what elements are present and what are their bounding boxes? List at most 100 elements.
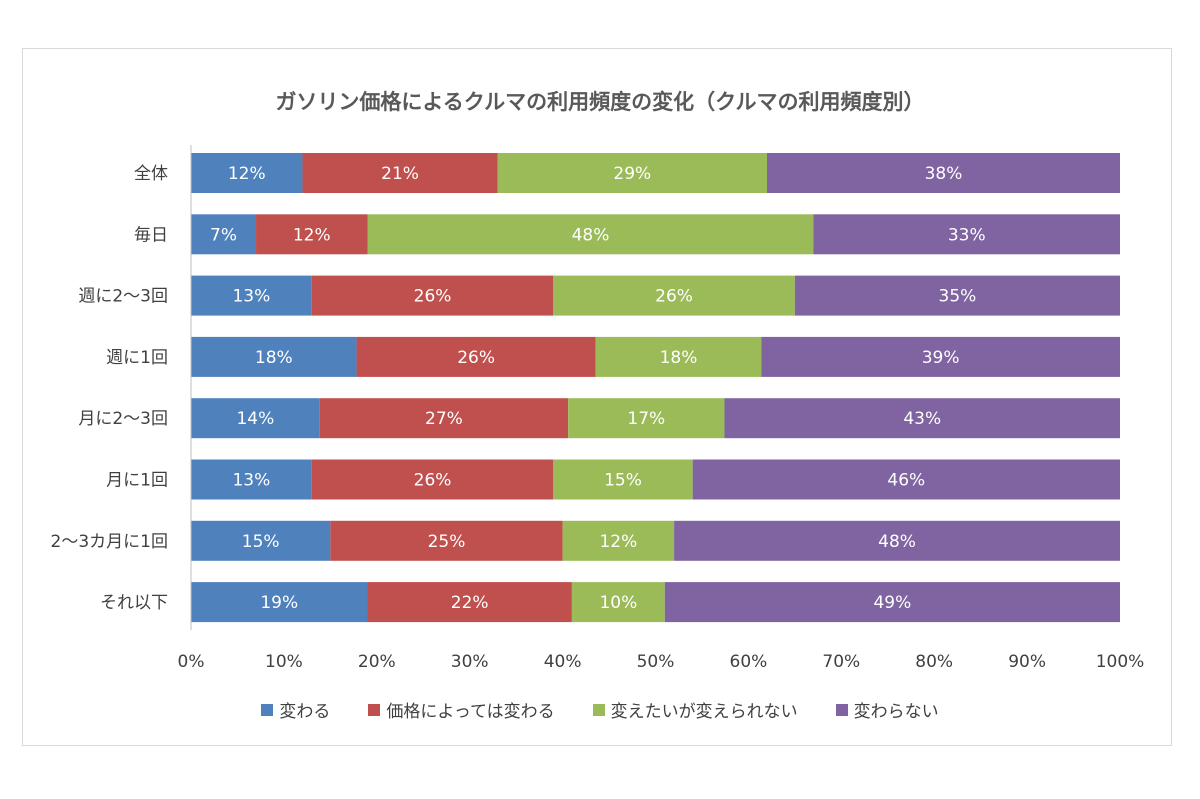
- bar-segment: [724, 398, 1120, 439]
- data-label: 39%: [922, 348, 960, 368]
- legend-swatch: [368, 703, 381, 716]
- data-label: 15%: [604, 471, 642, 491]
- data-label: 38%: [925, 164, 963, 184]
- bar-segment: [692, 459, 1120, 500]
- bar-segment: [674, 520, 1120, 561]
- legend-item: 変えたいが変えられない: [592, 697, 798, 722]
- category-label: 週に1回: [106, 348, 168, 368]
- bars-group: 12% 21% 29% 38% 7% 12% 48% 33% 13% 26% 26% 35% 18% 26…: [191, 153, 1120, 623]
- data-label: 26%: [655, 287, 693, 307]
- data-label: 27%: [425, 409, 463, 429]
- legend-label: 変わらない: [853, 702, 939, 722]
- legend-item: 価格によっては変わる: [368, 697, 555, 722]
- bar-segment: [191, 459, 312, 500]
- legend-label: 変わる: [279, 702, 331, 722]
- legend-item: 変わらない: [835, 697, 939, 722]
- data-label: 10%: [599, 593, 637, 613]
- x-tick-label: 60%: [730, 652, 768, 672]
- bar-segment: [766, 153, 1120, 193]
- data-label: 15%: [242, 532, 280, 552]
- x-tick-label: 80%: [915, 652, 953, 672]
- data-label: 12%: [293, 225, 331, 245]
- bar-segment: [794, 275, 1120, 316]
- data-label: 29%: [613, 164, 651, 184]
- x-tick-label: 90%: [1008, 652, 1046, 672]
- data-label: 26%: [457, 348, 495, 368]
- x-tick-label: 10%: [265, 652, 303, 672]
- data-label: 12%: [228, 164, 266, 184]
- legend-label: 変えたいが変えられない: [610, 702, 798, 722]
- chart-title: ガソリン価格によるクルマの利用頻度の変化（クルマの利用頻度別）: [275, 90, 925, 114]
- x-tick-label: 20%: [358, 652, 396, 672]
- bar-segment: [311, 459, 554, 500]
- data-label: 46%: [887, 471, 925, 491]
- bar-segment: [367, 582, 572, 623]
- x-tick-label: 100%: [1096, 652, 1145, 672]
- data-label: 35%: [939, 287, 977, 307]
- data-label: 22%: [451, 593, 489, 613]
- data-label: 7%: [210, 225, 237, 245]
- bar-segment: [330, 520, 563, 561]
- category-label: 全体: [134, 164, 168, 184]
- bar-segment: [191, 214, 257, 255]
- data-label: 49%: [873, 593, 911, 613]
- data-label: 25%: [428, 532, 466, 552]
- legend: 変わる 価格によっては変わる 変えたいが変えられない 変わらない: [0, 697, 1200, 722]
- bar-segment: [191, 582, 368, 623]
- data-label: 26%: [414, 287, 452, 307]
- x-tick-label: 70%: [822, 652, 860, 672]
- bar-segment: [319, 398, 569, 439]
- bar-segment: [664, 582, 1120, 623]
- category-label: 毎日: [134, 225, 168, 245]
- bar-segment: [813, 214, 1120, 255]
- data-label: 17%: [627, 409, 665, 429]
- bar-segment: [191, 275, 312, 316]
- data-label: 19%: [260, 593, 298, 613]
- x-tick-label: 0%: [178, 652, 205, 672]
- bar-segment: [595, 336, 762, 377]
- bar-segment: [568, 398, 725, 439]
- data-label: 13%: [232, 287, 270, 307]
- bar-segment: [553, 275, 795, 316]
- category-label: 2～3カ月に1回: [51, 532, 168, 552]
- category-label: 月に1回: [106, 471, 168, 491]
- bar-segment: [256, 214, 368, 255]
- bar-segment: [367, 214, 814, 255]
- legend-item: 変わる: [261, 697, 330, 722]
- x-tick-label: 40%: [544, 652, 582, 672]
- data-label: 26%: [414, 471, 452, 491]
- bar-segment: [191, 153, 303, 193]
- bar-segment: [562, 520, 675, 561]
- bar-segment: [191, 520, 331, 561]
- x-tick-label: 50%: [637, 652, 675, 672]
- bar-segment: [761, 336, 1120, 377]
- bar-segment: [302, 153, 498, 193]
- category-label: 週に2～3回: [78, 287, 168, 307]
- bar-segment: [191, 336, 357, 377]
- data-label: 48%: [572, 225, 610, 245]
- data-label: 48%: [878, 532, 916, 552]
- legend-swatch: [261, 703, 274, 716]
- bar-segment: [571, 582, 665, 623]
- data-label: 21%: [381, 164, 419, 184]
- data-label: 14%: [236, 409, 274, 429]
- legend-swatch: [835, 703, 848, 716]
- data-label: 43%: [903, 409, 941, 429]
- data-label: 18%: [660, 348, 698, 368]
- bar-segment: [356, 336, 596, 377]
- category-label: 月に2～3回: [78, 409, 168, 429]
- data-label: 12%: [599, 532, 637, 552]
- legend-label: 価格によっては変わる: [386, 702, 555, 722]
- x-tick-label: 30%: [451, 652, 489, 672]
- x-axis-group: 0% 10% 20% 30% 40% 50% 60% 70% 80% 90% 100%: [178, 145, 1145, 672]
- category-label: それ以下: [100, 593, 168, 613]
- bar-segment: [311, 275, 554, 316]
- bar-segment: [497, 153, 767, 193]
- legend-swatch: [592, 703, 605, 716]
- data-label: 18%: [255, 348, 293, 368]
- data-label: 33%: [948, 225, 986, 245]
- bar-segment: [191, 398, 320, 439]
- data-label: 13%: [232, 471, 270, 491]
